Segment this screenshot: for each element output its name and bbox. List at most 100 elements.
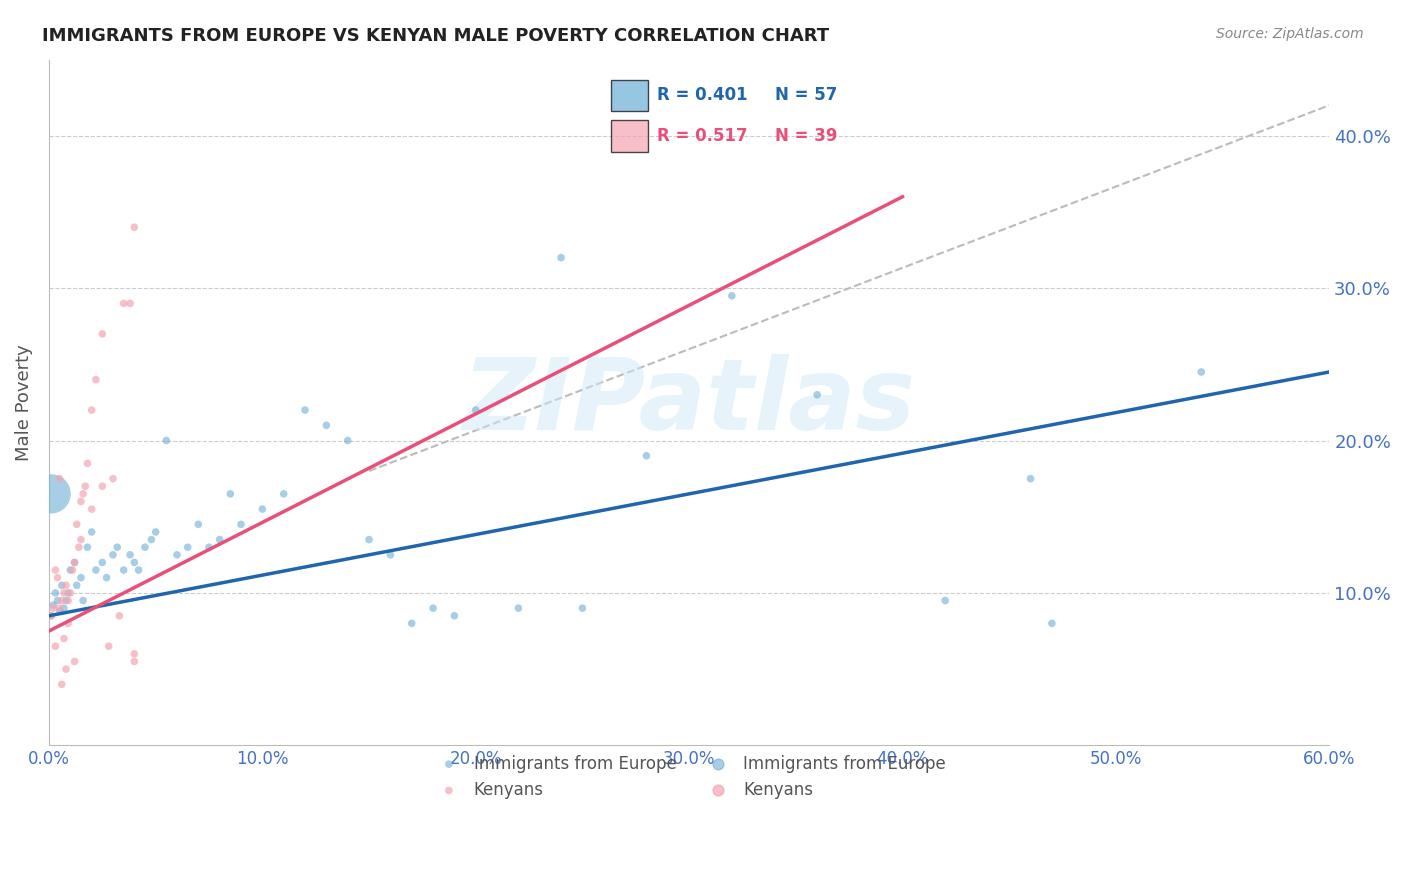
- Immigrants from Europe: [80, 524, 103, 539]
- Kenyans: [42, 601, 65, 615]
- Kenyans: [124, 220, 146, 235]
- Immigrants from Europe: [51, 578, 73, 592]
- Immigrants from Europe: [219, 487, 242, 501]
- Immigrants from Europe: [1040, 616, 1063, 631]
- FancyBboxPatch shape: [610, 120, 648, 152]
- Immigrants from Europe: [1189, 365, 1212, 379]
- Kenyans: [44, 639, 66, 653]
- Immigrants from Europe: [294, 403, 316, 417]
- Immigrants from Europe: [934, 593, 956, 607]
- Immigrants from Europe: [76, 540, 98, 554]
- Kenyans: [44, 563, 66, 577]
- Immigrants from Europe: [571, 601, 593, 615]
- Kenyans: [84, 373, 107, 387]
- Immigrants from Europe: [96, 571, 118, 585]
- Immigrants from Europe: [101, 548, 124, 562]
- Immigrants from Europe: [128, 563, 150, 577]
- Kenyans: [48, 472, 70, 486]
- Kenyans: [80, 403, 103, 417]
- Immigrants from Europe: [112, 563, 135, 577]
- Immigrants from Europe: [187, 517, 209, 532]
- Kenyans: [51, 677, 73, 691]
- Immigrants from Europe: [91, 556, 114, 570]
- Text: IMMIGRANTS FROM EUROPE VS KENYAN MALE POVERTY CORRELATION CHART: IMMIGRANTS FROM EUROPE VS KENYAN MALE PO…: [42, 27, 830, 45]
- Kenyans: [56, 593, 79, 607]
- Kenyans: [101, 472, 124, 486]
- Text: N = 57: N = 57: [775, 87, 837, 104]
- Kenyans: [91, 326, 114, 341]
- Immigrants from Europe: [636, 449, 658, 463]
- Kenyans: [39, 608, 62, 623]
- Immigrants from Europe: [48, 604, 70, 618]
- Kenyans: [66, 517, 89, 532]
- Immigrants from Europe: [42, 598, 65, 612]
- Kenyans: [51, 593, 73, 607]
- Immigrants from Europe: [720, 289, 742, 303]
- Kenyans: [75, 479, 97, 493]
- Immigrants from Europe: [273, 487, 295, 501]
- Kenyans: [67, 540, 90, 554]
- Immigrants from Europe: [806, 388, 828, 402]
- Immigrants from Europe: [422, 601, 444, 615]
- Immigrants from Europe: [44, 586, 66, 600]
- Immigrants from Europe: [84, 563, 107, 577]
- Immigrants from Europe: [52, 601, 75, 615]
- Immigrants from Europe: [208, 533, 231, 547]
- Immigrants from Europe: [401, 616, 423, 631]
- Kenyans: [120, 296, 142, 310]
- Immigrants from Europe: [56, 586, 79, 600]
- Immigrants from Europe: [46, 593, 69, 607]
- Immigrants from Europe: [155, 434, 177, 448]
- Immigrants from Europe: [39, 608, 62, 623]
- FancyBboxPatch shape: [610, 80, 648, 112]
- Immigrants from Europe: [508, 601, 530, 615]
- Kenyans: [55, 662, 77, 676]
- Immigrants from Europe: [72, 593, 94, 607]
- Immigrants from Europe: [229, 517, 252, 532]
- Y-axis label: Male Poverty: Male Poverty: [15, 344, 32, 461]
- Immigrants from Europe: [120, 548, 142, 562]
- Kenyans: [112, 296, 135, 310]
- Immigrants from Europe: [464, 403, 486, 417]
- Kenyans: [48, 601, 70, 615]
- Legend: Immigrants from Europe, Kenyans, Immigrants from Europe, Kenyans: Immigrants from Europe, Kenyans, Immigra…: [426, 747, 953, 805]
- Immigrants from Europe: [59, 563, 82, 577]
- Kenyans: [59, 586, 82, 600]
- Kenyans: [108, 608, 131, 623]
- Kenyans: [62, 563, 84, 577]
- Immigrants from Europe: [166, 548, 188, 562]
- Immigrants from Europe: [550, 251, 572, 265]
- Kenyans: [80, 502, 103, 516]
- Text: Source: ZipAtlas.com: Source: ZipAtlas.com: [1216, 27, 1364, 41]
- Text: R = 0.401: R = 0.401: [657, 87, 748, 104]
- Kenyans: [52, 632, 75, 646]
- Immigrants from Europe: [145, 524, 167, 539]
- Kenyans: [63, 556, 86, 570]
- Kenyans: [97, 639, 120, 653]
- Immigrants from Europe: [252, 502, 274, 516]
- Immigrants from Europe: [141, 533, 163, 547]
- Immigrants from Europe: [105, 540, 128, 554]
- Immigrants from Europe: [357, 533, 380, 547]
- Kenyans: [124, 655, 146, 669]
- Immigrants from Europe: [336, 434, 359, 448]
- Immigrants from Europe: [176, 540, 198, 554]
- Immigrants from Europe: [315, 418, 337, 433]
- Immigrants from Europe: [66, 578, 89, 592]
- Kenyans: [52, 586, 75, 600]
- Kenyans: [56, 616, 79, 631]
- Immigrants from Europe: [443, 608, 465, 623]
- Kenyans: [55, 578, 77, 592]
- Text: N = 39: N = 39: [775, 127, 837, 145]
- Text: R = 0.517: R = 0.517: [657, 127, 748, 145]
- Immigrants from Europe: [70, 571, 93, 585]
- Kenyans: [124, 647, 146, 661]
- Kenyans: [70, 494, 93, 508]
- Point: [39, 487, 62, 501]
- Immigrants from Europe: [134, 540, 156, 554]
- Kenyans: [72, 487, 94, 501]
- Kenyans: [91, 479, 114, 493]
- Immigrants from Europe: [380, 548, 402, 562]
- Kenyans: [70, 533, 93, 547]
- Immigrants from Europe: [198, 540, 221, 554]
